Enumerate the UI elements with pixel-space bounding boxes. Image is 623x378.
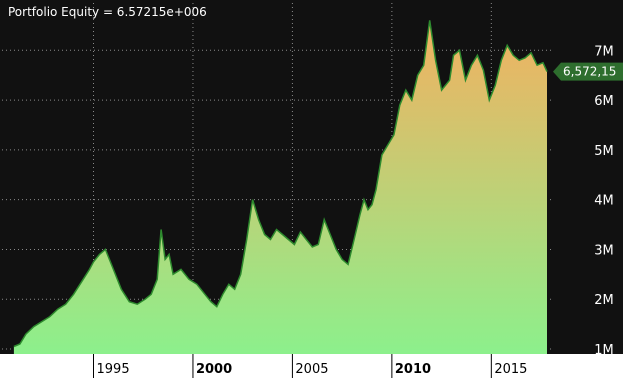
x-tick-label: 2005	[295, 362, 328, 377]
x-tick-label: 2015	[494, 362, 527, 377]
y-tick-label: 1M	[594, 343, 614, 358]
x-tick-label: 2010	[395, 362, 431, 377]
y-tick-label: 6M	[594, 94, 614, 109]
y-tick-label: 7M	[594, 44, 614, 59]
x-axis: 1995 2000 2005 2010 2015	[93, 354, 527, 378]
last-value-tag	[553, 62, 623, 81]
y-axis: 1M 2M 3M 4M 5M 6M 7M	[594, 44, 614, 358]
equity-area	[13, 20, 547, 355]
y-tick-label: 4M	[594, 194, 614, 209]
last-value-marker: 6,572,15	[553, 62, 623, 81]
y-tick-label: 2M	[594, 293, 614, 308]
x-axis-strip	[0, 354, 623, 378]
y-tick-label: 5M	[594, 144, 614, 159]
x-tick-label: 2000	[196, 362, 232, 377]
chart-title: Portfolio Equity = 6.57215e+006	[8, 5, 207, 19]
equity-line	[13, 20, 548, 348]
x-tick-label: 1995	[97, 362, 130, 377]
last-value-label: 6,572,15	[563, 65, 616, 79]
y-tick-label: 3M	[594, 243, 614, 258]
